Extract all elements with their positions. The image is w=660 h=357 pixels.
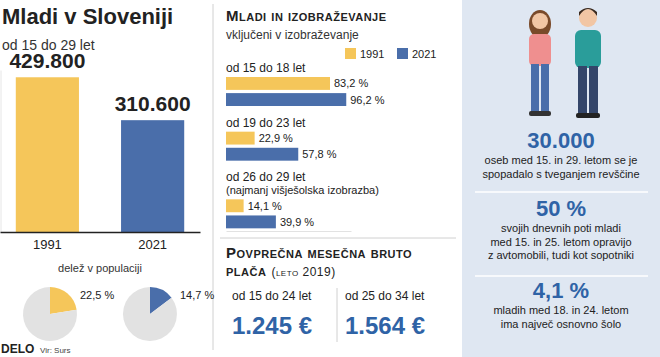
axis-line bbox=[1, 71, 2, 233]
fact-text: spopadalo s tveganjem revščine bbox=[482, 168, 639, 180]
panel-background bbox=[462, 0, 660, 357]
slice bbox=[23, 287, 77, 341]
data-label: 83,2 % bbox=[334, 77, 368, 89]
salary-period: (leto 2019) bbox=[271, 265, 335, 279]
data-label: 429.800 bbox=[9, 49, 85, 72]
source-brand: DELO bbox=[1, 342, 34, 356]
title: Mladi v Sloveniji bbox=[2, 4, 173, 29]
slice bbox=[123, 287, 177, 341]
bar bbox=[226, 148, 298, 161]
bars bbox=[226, 77, 346, 228]
shoes bbox=[529, 111, 551, 116]
head bbox=[579, 9, 597, 27]
axis-line bbox=[227, 231, 352, 232]
divider bbox=[220, 238, 456, 239]
tick: 1991 bbox=[33, 232, 62, 252]
bar bbox=[226, 199, 244, 212]
hair bbox=[529, 10, 551, 38]
data-label: 14,7 % bbox=[180, 289, 214, 301]
data-label: 22,9 % bbox=[259, 132, 293, 144]
legend: 1991 2021 bbox=[345, 48, 436, 60]
salary-title: Povprečna mesečna bruto bbox=[226, 244, 412, 261]
bar bbox=[16, 77, 79, 232]
y-axis bbox=[1, 71, 2, 233]
x-axis bbox=[227, 231, 352, 232]
fact-text: svojih dnevnih poti mladi bbox=[501, 222, 621, 234]
fact-text: z avtomobili, tudi kot sopotniki bbox=[488, 249, 634, 261]
salary-value: 1.564 € bbox=[345, 312, 425, 339]
torso bbox=[575, 30, 601, 68]
fact-value: 50 % bbox=[536, 196, 586, 221]
category-label: od 26 do 29 let bbox=[226, 170, 306, 184]
head bbox=[532, 13, 548, 29]
tick: 2021 bbox=[138, 232, 167, 252]
fact-value: 4,1 % bbox=[533, 278, 589, 303]
salary-value: 1.245 € bbox=[232, 312, 312, 339]
legend-swatch bbox=[345, 48, 356, 59]
bar-chart: 429.800 310.600 1991 2021 bbox=[1, 49, 201, 252]
leg bbox=[531, 64, 539, 112]
fact-text: med 15. in 25. letom opravijo bbox=[490, 236, 631, 248]
pie-title: delež v populaciji bbox=[58, 262, 142, 274]
category-label: od 15 do 18 let bbox=[226, 61, 306, 75]
bar bbox=[226, 215, 276, 228]
salary-title-line: Povprečna mesečna bruto bbox=[226, 244, 412, 261]
data-label: 57,8 % bbox=[302, 148, 336, 160]
data-label: 310.600 bbox=[115, 92, 191, 115]
pie-chart: 22,5 % bbox=[23, 287, 114, 341]
legend-swatch bbox=[397, 48, 408, 59]
fact-text: mladih med 18. in 24. letom bbox=[493, 304, 628, 316]
leg bbox=[589, 66, 598, 114]
salary-title-line: plača bbox=[226, 262, 266, 279]
shoes bbox=[576, 113, 600, 118]
bar bbox=[226, 93, 346, 106]
fact-text: ima največ osnovno šolo bbox=[501, 318, 621, 330]
legend-label: 2021 bbox=[412, 48, 436, 60]
canvas: Mladi v Slovenijiod 15 do 29 let429.8003… bbox=[0, 0, 660, 357]
illustration bbox=[529, 8, 601, 118]
salary-label: od 25 do 34 let bbox=[345, 289, 425, 303]
leg bbox=[541, 64, 549, 112]
axis-line bbox=[1, 232, 201, 234]
pie-chart: 14,7 % bbox=[123, 287, 214, 341]
divider bbox=[475, 275, 648, 277]
chart-subtitle: vključeni v izobraževanje bbox=[226, 28, 359, 42]
torso bbox=[529, 34, 551, 66]
category-label: od 19 do 23 let bbox=[226, 116, 306, 130]
salary-title: plača (leto 2019) bbox=[226, 262, 336, 279]
source-text: Vir: Surs bbox=[40, 346, 71, 355]
salary-label: od 15 do 24 let bbox=[232, 289, 312, 303]
chart-title: Mladi in izobraževanje bbox=[226, 7, 387, 24]
data-label: 22,5 % bbox=[80, 289, 114, 301]
tick-label: 1991 bbox=[33, 237, 62, 252]
divider bbox=[337, 288, 338, 342]
bar bbox=[226, 77, 330, 90]
legend-label: 1991 bbox=[360, 48, 384, 60]
bar bbox=[121, 120, 184, 232]
slice bbox=[50, 287, 77, 314]
education-chart: od 15 do 18 let od 19 do 23 let od 26 do 2… bbox=[226, 61, 385, 232]
fact-value: 30.000 bbox=[527, 128, 594, 153]
data-label: 14,1 % bbox=[248, 200, 282, 212]
x-axis: 1991 2021 bbox=[1, 232, 201, 252]
tick-label: 2021 bbox=[138, 237, 167, 252]
bar bbox=[226, 132, 255, 145]
infographic: Mladi v Slovenijiod 15 do 29 let429.8003… bbox=[0, 0, 660, 357]
hair bbox=[579, 8, 597, 16]
divider bbox=[475, 191, 648, 193]
data-label: 39,9 % bbox=[280, 216, 314, 228]
data-label: 96,2 % bbox=[350, 94, 384, 106]
fact-text: oseb med 15. in 29. letom se je bbox=[485, 154, 638, 166]
leg bbox=[578, 66, 587, 114]
annotation: (najmanj višješolska izobrazba) bbox=[226, 184, 379, 196]
